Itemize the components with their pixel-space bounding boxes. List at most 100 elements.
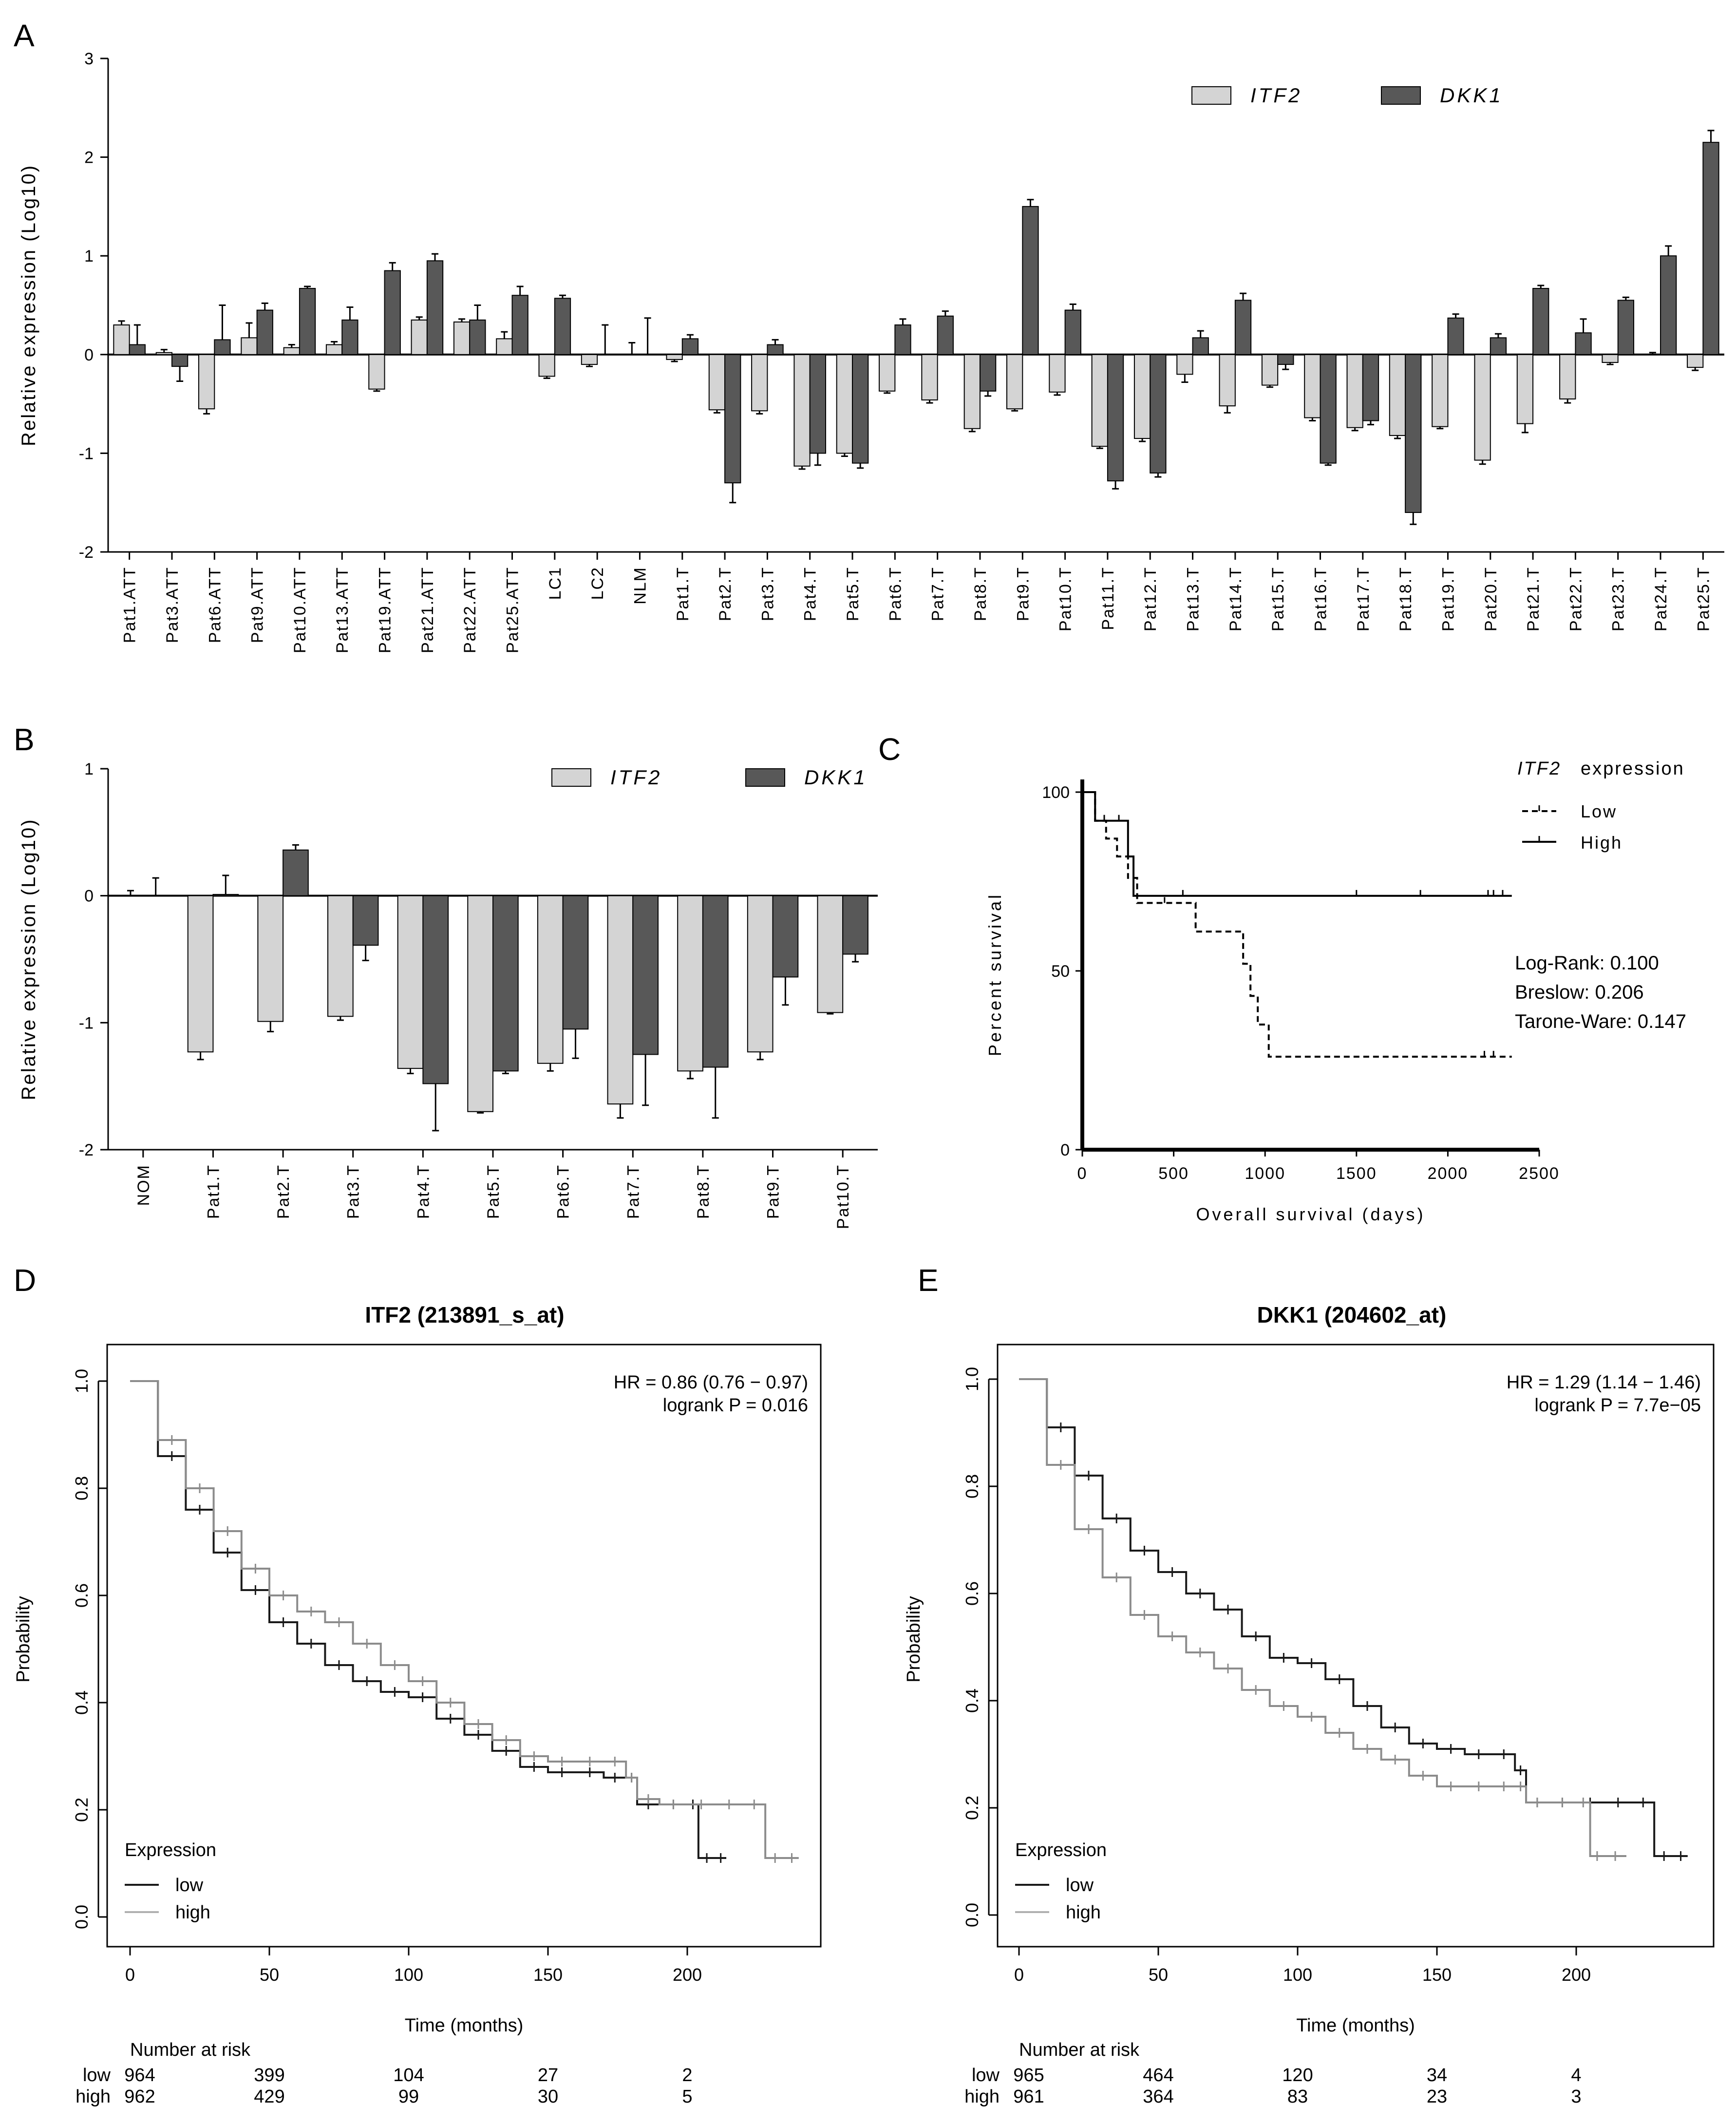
x-tick-label: Pat15.T xyxy=(1269,567,1287,631)
x-tick-label: Pat10.ATT xyxy=(291,567,309,653)
x-tick-label: Pat3.T xyxy=(758,567,777,621)
x-tick-label: 1000 xyxy=(1245,1164,1285,1183)
itf2-bar xyxy=(1346,354,1363,428)
dkk1-bar xyxy=(283,849,309,896)
y-axis-title: Relative expression (Log10) xyxy=(18,164,39,446)
itf2-bar xyxy=(187,895,214,1053)
dkk1-bar xyxy=(171,354,189,367)
dkk1-bar xyxy=(492,895,519,1072)
itf2-bar xyxy=(1602,354,1619,363)
stat-text: Log-Rank: 0.100 xyxy=(1515,952,1659,974)
y-tick-label: 0.4 xyxy=(72,1690,92,1715)
x-tick-label: Pat7.T xyxy=(929,567,947,621)
dkk1-bar xyxy=(214,339,231,355)
risk-value: 104 xyxy=(393,2065,424,2086)
dkk1-bar xyxy=(937,315,954,355)
plot-frame xyxy=(997,1344,1715,1948)
x-tick-label: 200 xyxy=(673,1965,702,1985)
legend-label-high: high xyxy=(1066,1902,1101,1923)
dkk1-bar xyxy=(384,270,401,355)
x-tick-label: Pat24.T xyxy=(1652,567,1670,631)
itf2-bar xyxy=(1304,354,1321,418)
panel-label-e: E xyxy=(918,1263,939,1298)
legend-label-low: low xyxy=(175,1875,204,1896)
y-tick-label: 3 xyxy=(84,50,94,68)
y-tick-label: 1.0 xyxy=(72,1369,92,1393)
y-tick-label: 1.0 xyxy=(962,1367,982,1391)
dkk1-bar xyxy=(1277,354,1294,365)
dkk1-bar xyxy=(702,895,729,1068)
dkk1-bar xyxy=(1660,255,1677,355)
itf2-bar xyxy=(879,354,896,392)
itf2-bar xyxy=(327,895,354,1017)
itf2-bar xyxy=(1559,354,1576,399)
dkk1-bar xyxy=(511,295,528,355)
risk-value: 964 xyxy=(124,2065,155,2086)
y-tick-label: 0.6 xyxy=(72,1583,92,1608)
dkk1-bar xyxy=(1150,354,1167,474)
y-tick-label: -2 xyxy=(79,1141,94,1159)
itf2-bar xyxy=(1687,354,1704,368)
itf2-bar xyxy=(677,895,703,1072)
itf2-bar xyxy=(751,354,768,412)
itf2-bar xyxy=(1049,354,1066,393)
x-tick-label: 500 xyxy=(1158,1164,1189,1183)
x-tick-label: Pat18.T xyxy=(1396,567,1415,631)
chart-title: ITF2 (213891_s_at) xyxy=(365,1302,564,1328)
x-tick-label: 0 xyxy=(125,1965,135,1985)
x-tick-label: NLM xyxy=(631,567,649,605)
dkk1-bar xyxy=(1617,300,1635,355)
y-axis-title: Probability xyxy=(904,1596,924,1682)
x-tick-label: Pat16.T xyxy=(1312,567,1330,631)
dkk1-bar xyxy=(772,895,799,978)
itf2-bar xyxy=(283,347,300,355)
itf2-bar xyxy=(113,324,130,355)
legend-title: Expression xyxy=(125,1840,216,1860)
dkk1-bar xyxy=(1234,300,1252,355)
y-tick-label: 0.4 xyxy=(962,1688,982,1713)
dkk1-bar xyxy=(1107,354,1124,482)
x-tick-label: Pat1.T xyxy=(674,567,692,621)
panel-label-b: B xyxy=(14,722,35,757)
x-tick-label: Pat23.T xyxy=(1609,567,1628,631)
risk-value: 23 xyxy=(1427,2086,1447,2107)
risk-value: 120 xyxy=(1282,2065,1313,2086)
x-tick-label: Pat10.T xyxy=(834,1164,852,1229)
itf2-bar xyxy=(538,354,555,377)
x-tick-label: Pat1.T xyxy=(204,1164,223,1219)
itf2-bar xyxy=(1176,354,1193,375)
dkk1-bar xyxy=(129,344,146,355)
itf2-bar xyxy=(537,895,564,1064)
itf2-bar xyxy=(1219,354,1236,407)
itf2-bar xyxy=(817,895,844,1013)
dkk1-bar xyxy=(842,895,868,955)
risk-row-label: low xyxy=(83,2065,111,2086)
legend-swatch-itf2 xyxy=(551,768,591,787)
y-tick-label: 0.8 xyxy=(72,1476,92,1500)
legend-title-gene: ITF2 xyxy=(1517,759,1561,779)
plot-frame xyxy=(106,1344,822,1948)
itf2-bar xyxy=(1432,354,1449,427)
logrank-p-text: logrank P = 0.016 xyxy=(663,1395,808,1416)
itf2-bar xyxy=(666,354,683,360)
legend-label-low: Low xyxy=(1581,801,1617,821)
risk-value: 83 xyxy=(1287,2086,1308,2107)
hazard-ratio-text: HR = 0.86 (0.76 − 0.97) xyxy=(614,1372,808,1393)
survival-curve-low xyxy=(1082,791,1512,1058)
x-tick-label: Pat8.T xyxy=(971,567,990,621)
legend-label-high: high xyxy=(175,1902,210,1923)
x-tick-label: 200 xyxy=(1562,1965,1591,1985)
dkk1-bar xyxy=(256,309,273,355)
itf2-bar xyxy=(325,344,343,355)
y-tick-label: 100 xyxy=(1042,783,1070,802)
risk-value: 429 xyxy=(254,2086,284,2107)
itf2-bar xyxy=(836,354,853,454)
x-tick-label: Pat7.T xyxy=(624,1164,642,1219)
x-tick-label: Pat12.T xyxy=(1141,567,1160,631)
y-tick-label: 0 xyxy=(84,887,94,906)
x-tick-label: 1500 xyxy=(1336,1164,1377,1183)
x-tick-label: LC1 xyxy=(546,567,565,600)
dkk1-bar xyxy=(894,324,911,355)
legend-label-high: High xyxy=(1581,833,1623,853)
